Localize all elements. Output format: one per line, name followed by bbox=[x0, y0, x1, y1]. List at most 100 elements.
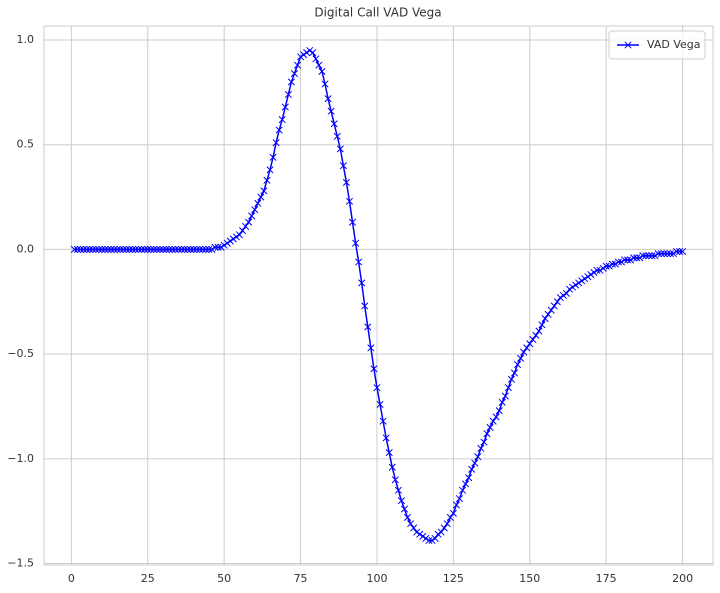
marker bbox=[257, 193, 265, 201]
marker bbox=[514, 361, 522, 369]
marker bbox=[400, 505, 409, 513]
marker bbox=[330, 120, 338, 128]
marker bbox=[379, 417, 387, 425]
marker bbox=[422, 534, 430, 542]
marker bbox=[477, 444, 485, 452]
marker bbox=[275, 126, 283, 134]
marker bbox=[318, 67, 326, 75]
marker bbox=[214, 243, 222, 251]
plot-area bbox=[43, 25, 714, 566]
marker bbox=[541, 314, 549, 323]
marker bbox=[642, 252, 650, 260]
y-tick-label: 0.5 bbox=[17, 138, 35, 151]
marker bbox=[211, 243, 219, 251]
marker bbox=[458, 486, 467, 494]
marker bbox=[223, 239, 231, 247]
marker bbox=[98, 245, 106, 253]
marker bbox=[364, 323, 372, 331]
marker bbox=[254, 199, 262, 207]
marker bbox=[471, 459, 479, 467]
marker bbox=[593, 266, 601, 274]
marker bbox=[376, 400, 384, 408]
marker bbox=[336, 145, 344, 153]
marker bbox=[391, 476, 399, 484]
marker bbox=[556, 294, 564, 302]
marker bbox=[260, 187, 268, 195]
marker bbox=[648, 252, 656, 260]
marker bbox=[370, 365, 378, 373]
marker bbox=[480, 438, 488, 446]
marker bbox=[636, 254, 644, 262]
marker bbox=[657, 250, 665, 258]
x-tick-label: 200 bbox=[672, 572, 693, 585]
marker bbox=[520, 348, 528, 356]
marker bbox=[110, 245, 118, 253]
marker bbox=[303, 49, 311, 57]
marker bbox=[144, 245, 152, 253]
marker bbox=[284, 90, 292, 99]
marker bbox=[437, 528, 445, 536]
marker bbox=[581, 275, 589, 283]
marker bbox=[614, 258, 622, 266]
marker bbox=[394, 486, 402, 494]
marker bbox=[446, 513, 454, 522]
y-tick-label: −1.0 bbox=[7, 452, 34, 465]
marker bbox=[526, 340, 534, 348]
marker bbox=[498, 398, 506, 406]
marker bbox=[168, 245, 176, 253]
marker bbox=[620, 256, 629, 264]
grid bbox=[44, 26, 713, 565]
marker bbox=[553, 298, 561, 306]
marker bbox=[138, 245, 146, 253]
marker bbox=[232, 233, 240, 241]
marker bbox=[605, 262, 613, 270]
marker bbox=[449, 509, 457, 517]
marker bbox=[70, 245, 78, 253]
marker bbox=[538, 321, 546, 329]
marker bbox=[226, 237, 234, 245]
marker bbox=[147, 245, 155, 253]
marker bbox=[596, 266, 604, 274]
marker bbox=[627, 256, 635, 264]
marker bbox=[410, 524, 418, 532]
marker bbox=[397, 497, 405, 505]
marker bbox=[489, 417, 497, 425]
marker bbox=[434, 530, 442, 538]
marker bbox=[523, 344, 531, 352]
marker bbox=[324, 95, 332, 103]
marker bbox=[547, 306, 555, 314]
marker bbox=[575, 279, 583, 287]
marker bbox=[679, 247, 687, 256]
marker bbox=[611, 260, 619, 268]
marker bbox=[465, 474, 473, 482]
marker bbox=[107, 245, 115, 253]
marker bbox=[208, 245, 216, 253]
marker bbox=[315, 61, 323, 69]
marker bbox=[544, 310, 552, 318]
marker bbox=[73, 245, 82, 253]
marker bbox=[248, 212, 256, 220]
marker bbox=[428, 536, 436, 545]
marker bbox=[186, 245, 195, 253]
x-tick-label: 75 bbox=[294, 572, 308, 585]
marker bbox=[425, 536, 433, 545]
marker bbox=[281, 103, 289, 111]
marker bbox=[419, 532, 427, 540]
marker bbox=[202, 245, 210, 253]
marker bbox=[529, 335, 537, 344]
marker bbox=[266, 166, 274, 174]
marker bbox=[474, 453, 482, 461]
marker bbox=[602, 262, 610, 270]
marker bbox=[76, 245, 85, 253]
legend-box bbox=[608, 30, 706, 60]
marker bbox=[565, 285, 574, 293]
marker bbox=[633, 254, 641, 262]
marker bbox=[385, 448, 393, 457]
marker bbox=[235, 231, 243, 239]
marker bbox=[205, 245, 213, 253]
marker bbox=[660, 250, 668, 258]
marker bbox=[495, 407, 503, 415]
marker bbox=[196, 245, 204, 253]
marker bbox=[666, 250, 674, 258]
marker bbox=[229, 235, 237, 243]
